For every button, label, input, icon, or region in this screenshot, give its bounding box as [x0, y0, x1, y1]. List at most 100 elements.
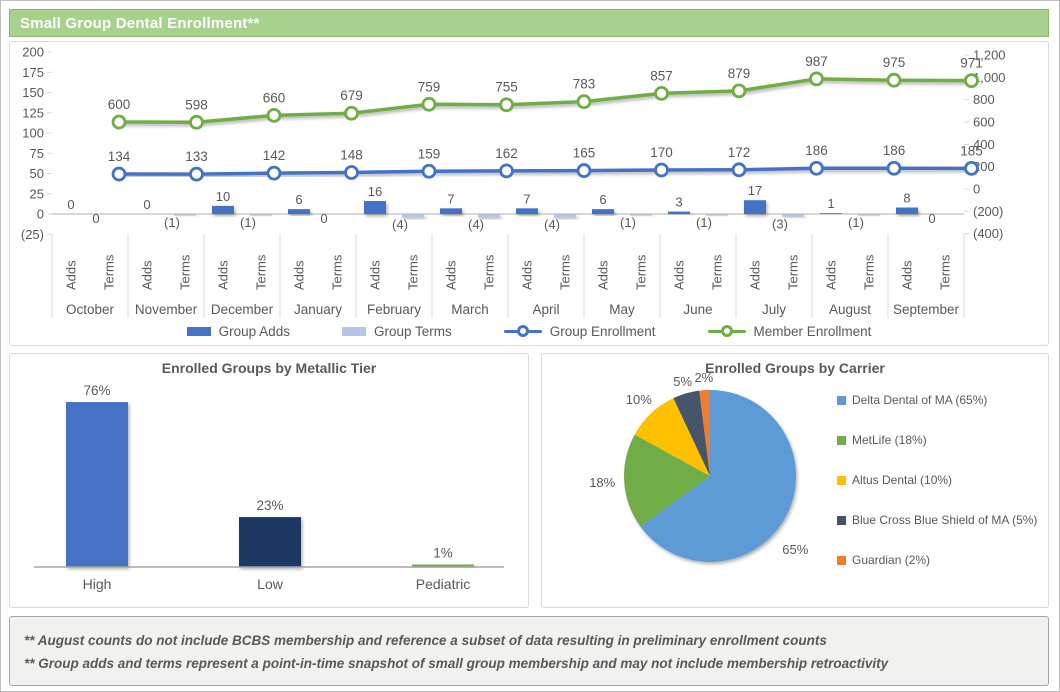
group-adds-label: 7 [523, 191, 530, 206]
pie-legend-item: Altus Dental (10%) [837, 460, 1037, 500]
group-adds-swatch [186, 327, 211, 336]
tier-category-label: Low [257, 576, 284, 592]
tier-bar-label: 1% [433, 546, 453, 561]
combo-chart-legend: Group Adds Group Terms Group Enrollment … [10, 324, 1048, 339]
line-marker [886, 160, 902, 176]
group-adds-label: 8 [903, 191, 910, 206]
category-sub-label: Adds [900, 260, 915, 290]
group-terms-label: 0 [320, 211, 327, 226]
month-label: November [135, 302, 198, 317]
group-adds-label: 17 [748, 183, 762, 198]
line-marker [654, 85, 669, 101]
left-axis-tick-label: 150 [22, 85, 44, 100]
line-data-label: 134 [108, 149, 131, 164]
group-terms-label: (3) [772, 216, 788, 231]
line-data-label: 162 [495, 146, 518, 161]
line-data-label: 133 [185, 149, 208, 164]
right-axis-tick-label: 800 [973, 92, 995, 107]
pie-legend-label: MetLife (18%) [852, 433, 927, 447]
group-terms-bar [706, 214, 728, 216]
category-sub-label: Terms [330, 254, 345, 290]
line-marker [344, 105, 359, 121]
tier-bar-low [239, 517, 301, 567]
pie-slice [699, 390, 710, 476]
pie-legend-swatch [837, 475, 846, 485]
month-label: May [609, 302, 635, 317]
group-terms-bar [402, 214, 424, 218]
line-marker [654, 162, 669, 178]
line-marker [189, 166, 204, 182]
group-terms-bar [554, 214, 576, 218]
line-data-label: 975 [883, 55, 906, 70]
pie-legend-label: Altus Dental (10%) [852, 473, 953, 487]
carrier-pie-chart[interactable]: 65% 18% 10% 5% 2% [542, 354, 1048, 607]
category-sub-label: Adds [140, 260, 155, 290]
category-sub-label: Adds [672, 260, 687, 290]
line-data-label: 598 [185, 97, 208, 112]
group-terms-bar [782, 214, 804, 217]
pie-legend-swatch [837, 435, 846, 445]
line-marker [111, 166, 127, 182]
left-axis-tick-label: 200 [22, 45, 44, 60]
pie-legend-swatch [837, 555, 846, 565]
pie-slices [624, 390, 796, 562]
group-adds-bar [516, 208, 538, 214]
right-axis-tick-label: 400 [973, 137, 995, 152]
category-sub-label: Adds [368, 260, 383, 290]
enrollment-combo-chart[interactable]: 2001751501251007550250(25)1,2001,0008006… [10, 42, 1048, 320]
pie-legend-swatch [837, 515, 846, 525]
pie-legend-label: Blue Cross Blue Shield of MA (5%) [852, 513, 1038, 527]
carrier-panel: Enrolled Groups by Carrier 65% 18% 10% 5% 2%… [541, 353, 1049, 608]
line-data-label: 172 [728, 145, 751, 160]
metallic-tier-chart[interactable]: 76% High 23% Low 1% Pediatric [10, 354, 528, 607]
group-terms-bar [174, 214, 196, 216]
line-data-label: 857 [650, 68, 673, 83]
category-sub-label: Terms [938, 254, 953, 290]
line-marker [421, 96, 437, 112]
enrollment-trend-panel: 200 175 150 125 100 75 50 25 0 (25) 1,200 1,000 800 6… [9, 41, 1049, 346]
category-sub-label: Adds [444, 260, 459, 290]
group-terms-label: (4) [392, 217, 408, 232]
category-sub-label: Terms [862, 254, 877, 290]
month-label: June [683, 302, 712, 317]
group-adds-bar [668, 211, 690, 214]
group-terms-label: (1) [240, 215, 256, 230]
legend-item-group-adds: Group Adds [186, 324, 290, 339]
month-label: April [532, 302, 559, 317]
line-data-label: 660 [263, 90, 286, 105]
month-label: January [294, 302, 342, 317]
group-terms-label: (1) [164, 215, 180, 230]
group-terms-bar [478, 214, 500, 218]
pie-pct-label: 2% [694, 370, 713, 385]
pie-pct-label: 18% [589, 475, 615, 490]
month-label: February [367, 302, 421, 317]
category-sub-label: Terms [558, 254, 573, 290]
metallic-tier-title: Enrolled Groups by Metallic Tier [161, 360, 377, 376]
category-sub-label: Adds [520, 260, 535, 290]
category-sub-label: Adds [748, 260, 763, 290]
line-data-label: 159 [418, 146, 441, 161]
carrier-title: Enrolled Groups by Carrier [705, 360, 885, 376]
footnote-line-2: ** Group adds and terms represent a poin… [24, 656, 889, 671]
line-marker [809, 160, 824, 176]
group-terms-bar [250, 214, 272, 216]
line-marker [499, 163, 514, 179]
line-marker [964, 160, 979, 176]
month-label: March [451, 302, 489, 317]
pie-pct-label: 10% [626, 392, 652, 407]
group-terms-label: (4) [468, 217, 484, 232]
line-data-label: 142 [263, 148, 286, 163]
group-terms-label: (1) [848, 215, 864, 230]
line-marker [576, 94, 592, 110]
line-data-label: 186 [805, 143, 828, 158]
line-marker [576, 163, 592, 178]
line-data-label: 165 [573, 146, 596, 161]
group-adds-label: 7 [447, 191, 454, 206]
legend-label-group-terms: Group Terms [373, 324, 452, 339]
pie-slice [624, 434, 710, 527]
right-axis-tick-label: 1,000 [973, 70, 1006, 85]
legend-label-group-adds: Group Adds [218, 324, 290, 339]
group-adds-bar [212, 205, 234, 214]
group-adds-bar [896, 207, 918, 214]
category-sub-label: Terms [634, 254, 649, 290]
